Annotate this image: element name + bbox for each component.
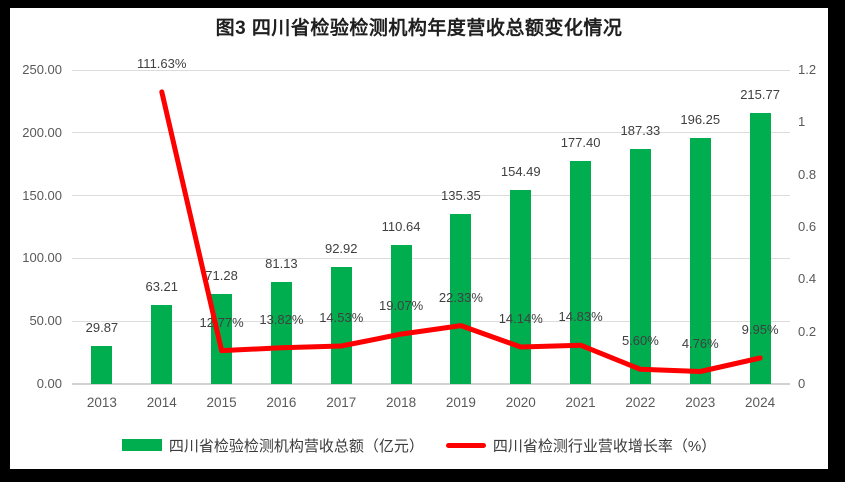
x-axis-category-label: 2019 xyxy=(445,395,476,410)
bar-value-label: 29.87 xyxy=(85,320,119,336)
x-axis-category-label: 2022 xyxy=(625,395,656,410)
x-axis-category-label: 2014 xyxy=(146,395,177,410)
bar-value-label: 110.64 xyxy=(381,219,421,235)
bar xyxy=(151,304,173,384)
x-axis-category-label: 2013 xyxy=(86,395,117,410)
x-axis-category-label: 2024 xyxy=(745,395,776,410)
bar-value-label: 196.25 xyxy=(680,111,721,127)
bar xyxy=(211,294,233,384)
x-axis-category-label: 2023 xyxy=(685,395,716,410)
x-axis-category-label: 2020 xyxy=(505,395,536,410)
x-axis-category-label: 2016 xyxy=(266,395,297,410)
left-axis-tick-label: 0.00 xyxy=(36,376,62,391)
x-axis-category-label: 2018 xyxy=(386,395,417,410)
left-axis-tick-label: 250.00 xyxy=(22,62,62,77)
legend-line-label: 四川省检测行业营收增长率（%） xyxy=(492,437,717,455)
gridline xyxy=(72,69,790,71)
bar xyxy=(91,346,113,384)
bar xyxy=(270,282,292,384)
left-axis-tick-label: 200.00 xyxy=(22,124,62,140)
bar xyxy=(749,112,771,384)
bar-value-label: 154.49 xyxy=(500,163,541,179)
bar-value-label: 81.13 xyxy=(265,256,298,272)
right-axis-tick-label: 1.2 xyxy=(798,62,817,77)
x-axis-category-label: 2015 xyxy=(206,395,237,410)
right-axis-tick-label: 0.8 xyxy=(798,166,817,182)
right-axis-tick-label: 0.2 xyxy=(798,323,817,339)
left-axis-tick-label: 150.00 xyxy=(22,187,62,203)
left-axis-tick-label: 50.00 xyxy=(29,313,62,329)
growth-rate-label: 22.33% xyxy=(438,289,483,305)
right-axis-tick-label: 1 xyxy=(798,114,806,130)
right-axis-tick-label: 0 xyxy=(798,376,806,391)
x-axis-line xyxy=(72,383,790,385)
growth-rate-label: 14.83% xyxy=(558,309,603,325)
legend-bar-swatch-icon xyxy=(121,439,162,451)
x-axis-category-label: 2017 xyxy=(326,395,357,410)
growth-rate-label: 111.63% xyxy=(137,55,187,71)
right-axis-tick-label: 0.4 xyxy=(798,271,817,287)
bar xyxy=(570,161,592,384)
growth-rate-label: 9.95% xyxy=(741,321,779,337)
bar-value-label: 135.35 xyxy=(441,188,481,203)
right-axis-tick-label: 0.6 xyxy=(798,219,817,234)
legend-line-swatch-icon xyxy=(445,442,486,448)
x-axis-category-label: 2021 xyxy=(565,395,596,410)
bar xyxy=(390,245,412,384)
bar xyxy=(510,189,532,384)
chart-title: 图3 四川省检验检测机构年度营收总额变化情况 xyxy=(215,18,623,39)
bar-value-label: 215.77 xyxy=(740,86,780,102)
legend-bar-label: 四川省检验检测机构营收总额（亿元） xyxy=(168,437,424,455)
legend: 四川省检验检测机构营收总额（亿元） 四川省检测行业营收增长率（%） xyxy=(10,434,828,456)
bar-value-label: 92.92 xyxy=(324,241,358,257)
left-axis-tick-label: 100.00 xyxy=(22,250,62,266)
gridline xyxy=(72,257,790,259)
